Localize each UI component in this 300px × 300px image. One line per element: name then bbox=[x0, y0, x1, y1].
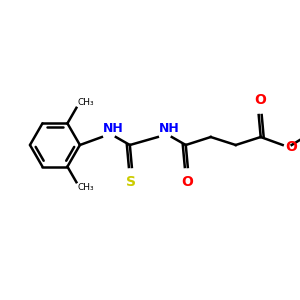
Text: CH₃: CH₃ bbox=[77, 98, 94, 107]
Text: NH: NH bbox=[159, 122, 180, 135]
Text: O: O bbox=[181, 175, 193, 189]
Text: O: O bbox=[286, 140, 298, 154]
Text: CH₃: CH₃ bbox=[77, 183, 94, 192]
Text: NH: NH bbox=[103, 122, 124, 135]
Text: O: O bbox=[254, 93, 266, 107]
Text: S: S bbox=[126, 175, 136, 189]
